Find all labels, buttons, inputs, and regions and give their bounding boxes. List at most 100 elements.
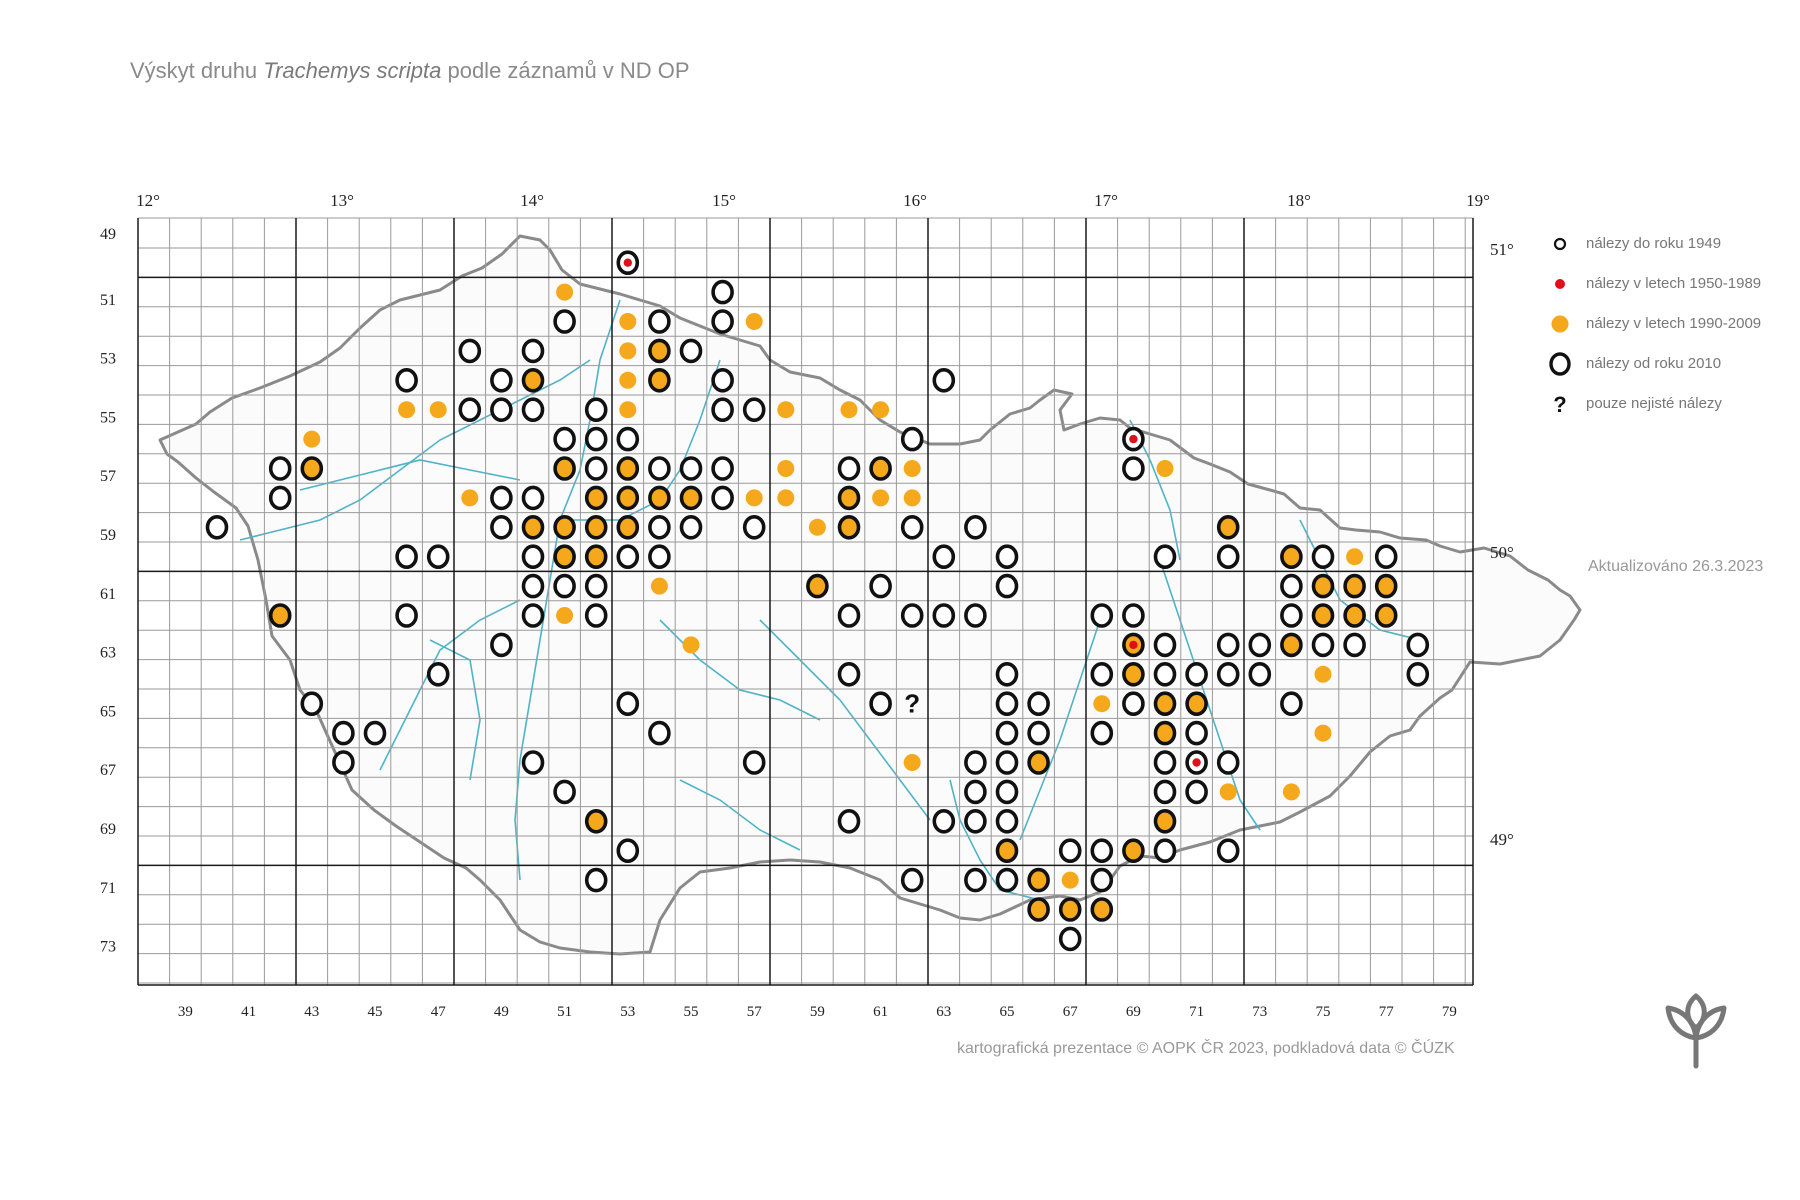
record-ring [1153, 632, 1177, 658]
record-ring [900, 867, 924, 893]
grid-cell-record [1122, 456, 1145, 481]
record-orange-dot [619, 401, 637, 419]
record-ring [300, 691, 324, 717]
grid-cell-record [1311, 544, 1335, 570]
record-orange-dot [556, 283, 574, 301]
column-label: 45 [368, 1004, 383, 1020]
record-orange-dot [903, 489, 921, 507]
grid-cell-record [837, 603, 861, 628]
record-ring [1280, 573, 1303, 599]
record-ring [648, 309, 671, 334]
record-ring [995, 691, 1019, 717]
grid-cell-record [932, 603, 956, 628]
grid-cell-record [616, 426, 640, 452]
record-ring-orange [1027, 867, 1050, 893]
grid-cell-record [619, 401, 637, 419]
grid-cell-record [1248, 661, 1272, 687]
record-ring [332, 750, 355, 775]
grid-cell-record [1280, 691, 1303, 717]
grid-cell-record [1280, 573, 1303, 599]
record-orange-dot [556, 607, 574, 624]
title-suffix: podle záznamů v ND OP [441, 58, 690, 83]
grid-cell-record [553, 309, 576, 334]
grid-cell-record [711, 397, 734, 423]
grid-cell-record [648, 367, 671, 393]
uncertain-record: ? [904, 689, 920, 719]
record-ring-orange [679, 485, 703, 511]
grid-cell-record [300, 691, 324, 717]
grid-cell-record [584, 426, 608, 452]
record-ring [395, 603, 418, 628]
record-ring [332, 720, 355, 746]
species-name: Trachemys scripta [263, 58, 442, 83]
record-orange-dot [777, 460, 795, 477]
grid-cell-record [995, 544, 1019, 570]
record-ring-orange [553, 456, 576, 481]
grid-cell-record [1280, 603, 1303, 628]
record-ring [995, 808, 1019, 834]
grid-cell-record [745, 313, 763, 330]
record-orange-dot [872, 489, 890, 507]
grid-cell-record [869, 456, 892, 481]
grid-cell-record [1282, 783, 1300, 801]
grid-cell-record [426, 544, 450, 570]
record-ring-orange [1343, 603, 1366, 628]
grid-cell-record [742, 514, 766, 540]
record-ring [1406, 632, 1430, 658]
left-row-axis: 49 51 53 55 57 59 61 63 65 67 69 71 73 [100, 226, 116, 956]
column-label: 75 [1316, 1004, 1331, 1020]
record-ring [711, 367, 734, 393]
record-ring [1216, 661, 1240, 687]
record-ring-orange [1122, 661, 1145, 687]
ring-icon [1549, 352, 1571, 376]
grid-cell-record [332, 750, 355, 775]
row-label: 53 [100, 351, 116, 368]
row-label: 73 [100, 939, 116, 956]
latitude-label: 51° [1490, 240, 1514, 259]
orange-dot-icon [1551, 315, 1569, 333]
record-ring [1122, 691, 1145, 717]
record-ring [458, 397, 482, 423]
title-prefix: Výskyt druhu [130, 58, 264, 83]
latitude-label: 49° [1490, 830, 1514, 849]
record-ring [932, 544, 956, 570]
record-orange-dot [840, 401, 858, 419]
grid-cell-record [869, 573, 892, 599]
record-ring [964, 779, 987, 805]
grid-cell-record [1153, 691, 1177, 717]
grid-cell-record [1153, 808, 1177, 834]
grid-cell-record [995, 838, 1019, 864]
record-red-dot [623, 258, 632, 267]
grid-cell-record [932, 367, 956, 393]
grid-cell-record [1153, 544, 1177, 570]
grid-cell-record [648, 514, 671, 540]
grid-cell-record [1185, 720, 1208, 746]
record-ring-orange [1280, 544, 1303, 570]
grid-cell-record [711, 367, 734, 393]
record-ring [1122, 603, 1145, 628]
grid-cell-record [1122, 632, 1145, 658]
right-latitude-axis: 51° 50° 49° [1490, 240, 1514, 849]
credit-text: kartografická prezentace © AOPK ČR 2023,… [957, 1040, 1455, 1057]
record-orange-dot [1314, 665, 1332, 683]
legend-item-uncertain: ? pouze nejisté nálezy [1548, 392, 1788, 416]
record-ring [1058, 926, 1082, 952]
grid-cell-record [648, 485, 671, 511]
grid-cell-record [363, 720, 387, 746]
record-ring [711, 485, 734, 511]
record-ring [616, 838, 640, 864]
record-ring [837, 603, 861, 628]
grid-cell-record [837, 808, 861, 834]
record-ring [900, 603, 924, 628]
column-label: 47 [431, 1004, 447, 1020]
grid-cell-record [521, 397, 545, 423]
record-ring [1311, 544, 1335, 570]
grid-cell-record [584, 808, 608, 834]
legend-label: nálezy v letech 1950-1989 [1586, 275, 1762, 292]
grid-cell-record [616, 691, 640, 717]
grid-cell-record [903, 489, 921, 507]
record-ring [648, 456, 671, 481]
grid-cell-record [458, 397, 482, 423]
grid-cell-record [1406, 661, 1430, 687]
